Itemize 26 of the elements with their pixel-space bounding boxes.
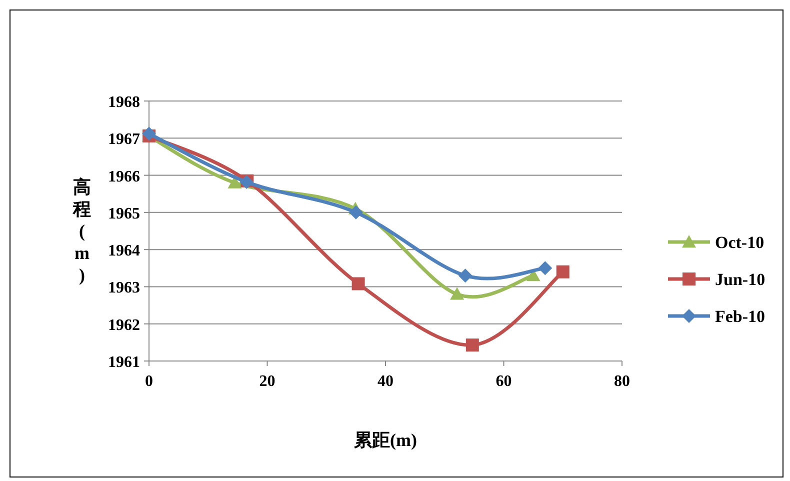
legend-label: Jun-10: [715, 270, 766, 289]
y-axis-title: 高程(m): [72, 177, 91, 285]
point: [466, 338, 479, 352]
point: [556, 265, 570, 278]
legend-label: Feb-10: [715, 307, 766, 326]
point: [458, 268, 472, 283]
y-tick-label: 1968: [108, 94, 140, 111]
x-tick-label: 0: [145, 373, 153, 390]
y-tick-label: 1964: [108, 242, 140, 260]
point: [142, 126, 156, 141]
x-tick-label: 60: [496, 373, 512, 390]
y-tick-label: 1963: [108, 280, 140, 297]
x-axis-title: 累距(m): [353, 430, 417, 450]
x-tick-label: 20: [259, 373, 276, 390]
point: [352, 277, 365, 290]
y-tick-label: 1962: [108, 316, 140, 334]
x-tick-label: 40: [378, 373, 394, 390]
point: [538, 261, 552, 276]
y-tick-label: 1967: [108, 131, 140, 148]
y-tick-label: 1961: [108, 354, 140, 371]
y-tick-label: 1965: [108, 205, 140, 222]
y-tick-label: 1966: [108, 168, 140, 186]
x-tick-label: 80: [614, 373, 630, 390]
legend-label: Oct-10: [715, 233, 764, 252]
point: [450, 287, 464, 300]
point: [348, 205, 363, 220]
